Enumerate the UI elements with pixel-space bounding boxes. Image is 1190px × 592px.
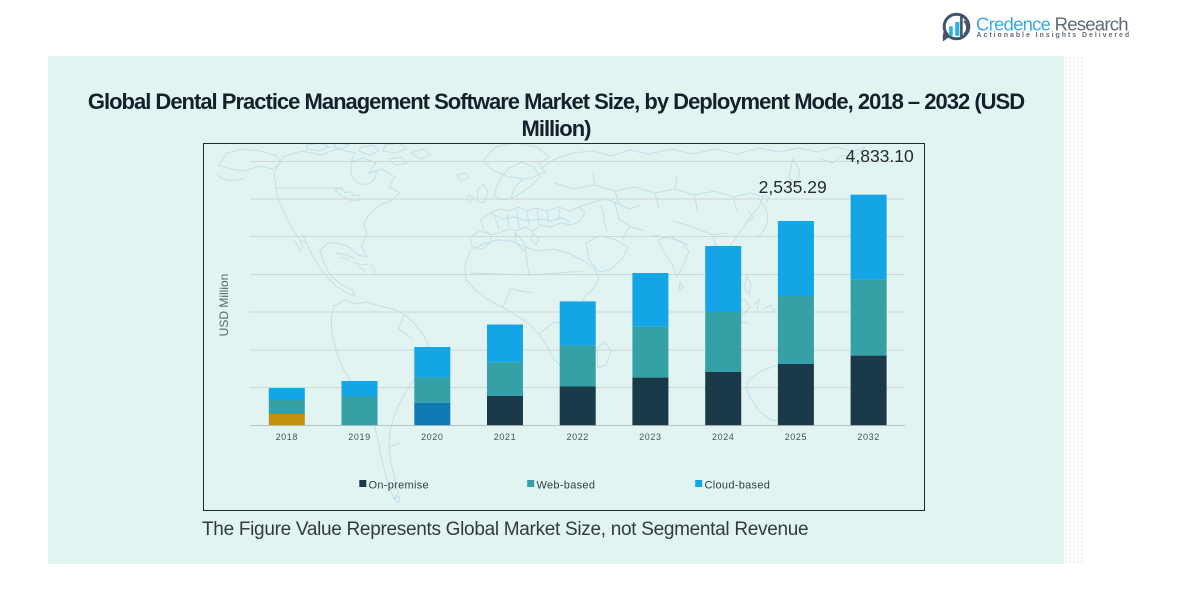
svg-text:2018: 2018: [276, 432, 298, 442]
svg-text:Web-based: Web-based: [537, 480, 596, 492]
svg-text:Credence Research: Credence Research: [976, 14, 1128, 35]
svg-text:4,833.10: 4,833.10: [846, 146, 914, 166]
svg-text:USD Million: USD Million: [217, 274, 231, 337]
svg-text:2020: 2020: [421, 432, 443, 442]
svg-text:2022: 2022: [566, 432, 588, 442]
svg-text:2,535.29: 2,535.29: [759, 177, 827, 197]
svg-text:2032: 2032: [857, 432, 879, 442]
svg-text:2025: 2025: [785, 432, 807, 442]
svg-text:2023: 2023: [639, 432, 661, 442]
svg-text:2021: 2021: [494, 432, 516, 442]
svg-text:Cloud-based: Cloud-based: [705, 480, 771, 492]
svg-text:On-premise: On-premise: [369, 480, 429, 492]
svg-text:2024: 2024: [712, 432, 734, 442]
svg-text:Actionable Insights Delivered: Actionable Insights Delivered: [977, 32, 1132, 39]
svg-text:2019: 2019: [348, 432, 370, 442]
